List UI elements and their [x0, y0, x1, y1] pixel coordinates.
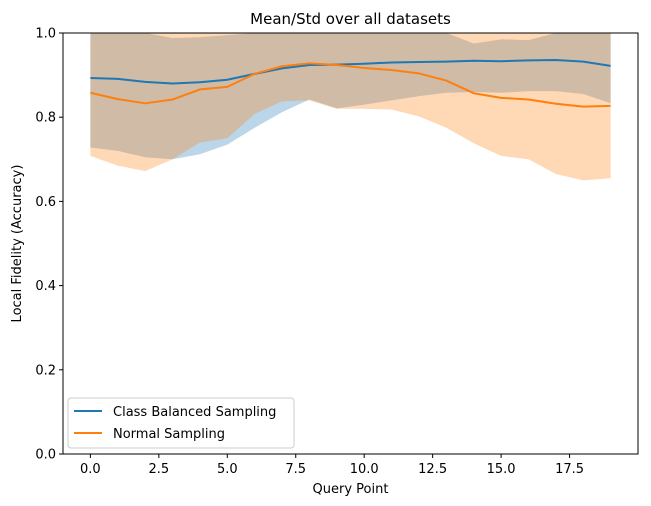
mean-line-0 — [90, 58, 611, 85]
y-tick-label: 0.0 — [35, 448, 56, 463]
x-tick-label: 17.5 — [555, 462, 584, 477]
x-tick-label: 0.0 — [80, 462, 101, 477]
y-axis-label: Local Fidelity (Accuracy) — [10, 165, 25, 323]
x-tick-label: 15.0 — [487, 462, 516, 477]
y-axis: 0.0 0.2 0.4 0.6 0.8 1.0 — [35, 27, 63, 463]
y-tick-label: 1.0 — [35, 27, 56, 42]
legend-label-class-balanced: Class Balanced Sampling — [113, 405, 276, 420]
y-tick-label: 0.8 — [35, 111, 56, 126]
legend: Class Balanced Sampling Normal Sampling — [67, 397, 295, 449]
x-tick-label: 10.0 — [350, 462, 379, 477]
x-tick-label: 12.5 — [418, 462, 447, 477]
y-tick-label: 0.4 — [35, 279, 56, 294]
std-band-0 — [90, 33, 611, 160]
std-bands — [90, 33, 611, 181]
plot-frame — [62, 32, 639, 455]
x-tick-label: 5.0 — [217, 462, 238, 477]
legend-label-normal: Normal Sampling — [113, 427, 225, 442]
chart-title: Mean/Std over all datasets — [250, 10, 451, 28]
legend-frame — [67, 397, 295, 449]
std-band-1 — [90, 33, 611, 181]
x-axis-label: Query Point — [313, 482, 389, 497]
x-axis: 0.0 2.5 5.0 7.5 10.0 12.5 15.0 17.5 — [80, 454, 584, 477]
mean-lines — [90, 58, 611, 108]
x-tick-label: 7.5 — [285, 462, 306, 477]
x-tick-label: 2.5 — [148, 462, 169, 477]
mean-line-1 — [90, 62, 611, 108]
y-tick-label: 0.2 — [35, 363, 56, 378]
y-tick-label: 0.6 — [35, 195, 56, 210]
